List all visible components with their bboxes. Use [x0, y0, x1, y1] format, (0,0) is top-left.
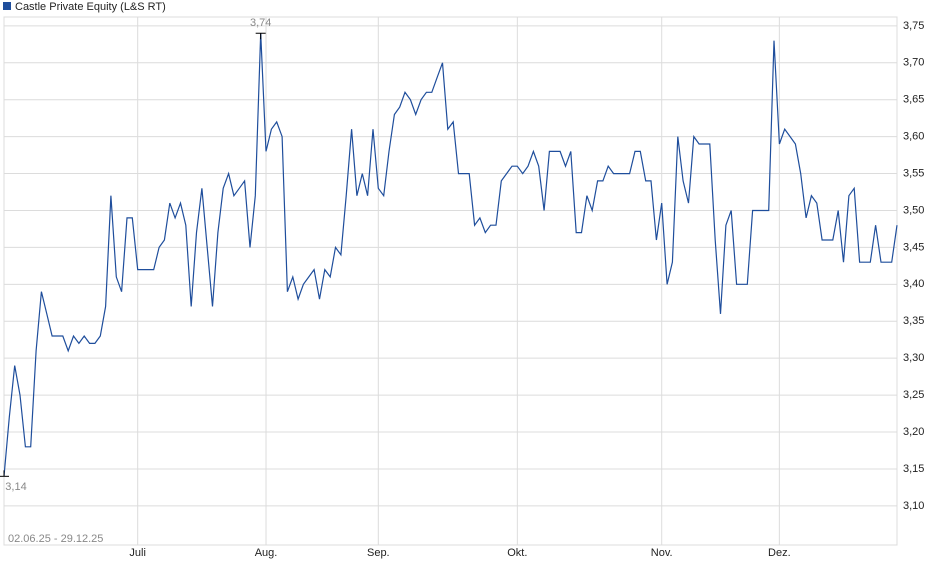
- x-tick-label: Nov.: [651, 547, 673, 559]
- y-tick-label: 3,70: [903, 57, 924, 69]
- legend-swatch: [3, 2, 11, 10]
- x-tick-label: Dez.: [768, 547, 791, 559]
- y-tick-label: 3,40: [903, 278, 924, 290]
- y-tick-label: 3,20: [903, 426, 924, 438]
- y-tick-label: 3,60: [903, 131, 924, 143]
- y-tick-label: 3,55: [903, 167, 924, 179]
- plot-frame: [3, 16, 898, 546]
- annotation-label: 3,74: [250, 17, 271, 29]
- y-tick-label: 3,10: [903, 500, 924, 512]
- legend-label: Castle Private Equity (L&S RT): [15, 1, 166, 13]
- y-tick-label: 3,15: [903, 463, 924, 475]
- y-tick-label: 3,50: [903, 204, 924, 216]
- line: [3, 33, 898, 477]
- x-tick-label: Juli: [129, 547, 146, 559]
- y-tick-label: 3,75: [903, 20, 924, 32]
- y-tick-label: 3,45: [903, 241, 924, 253]
- x-tick-label: Sep.: [367, 547, 390, 559]
- annotation-label: 3,14: [5, 481, 26, 493]
- y-tick-label: 3,30: [903, 352, 924, 364]
- y-tick-label: 3,35: [903, 315, 924, 327]
- y-tick-label: 3,65: [903, 94, 924, 106]
- x-tick-label: Aug.: [255, 547, 278, 559]
- y-tick-label: 3,25: [903, 389, 924, 401]
- x-tick-label: Okt.: [507, 547, 527, 559]
- date-range: 02.06.25 - 29.12.25: [8, 533, 103, 545]
